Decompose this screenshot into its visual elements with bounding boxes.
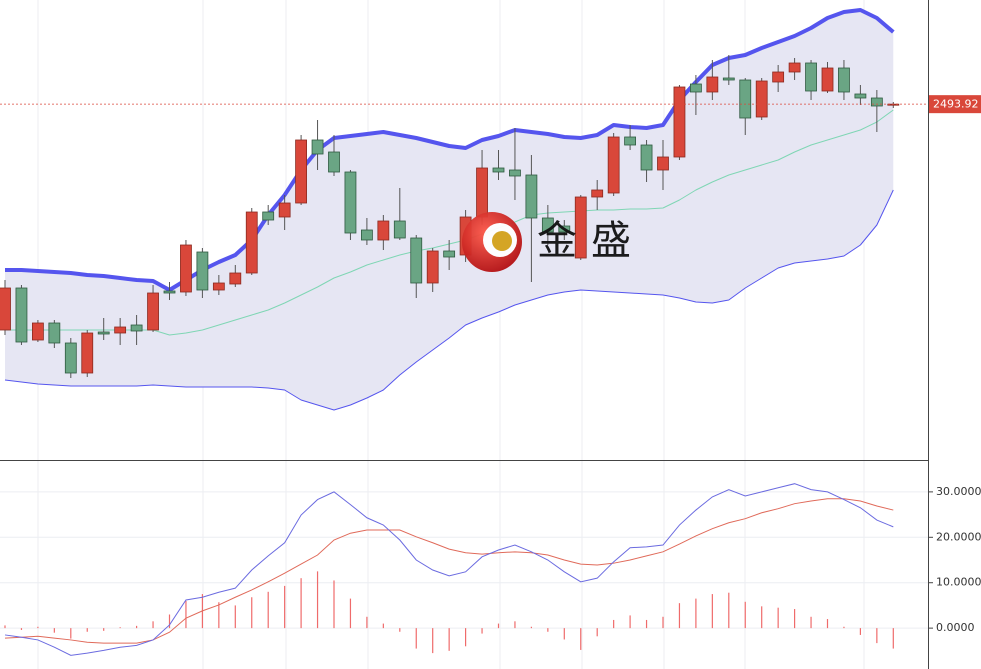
candle-body [722, 77, 735, 81]
candle-body [163, 290, 176, 294]
last-price-label: 2493.92 [933, 98, 979, 111]
candle-body [147, 292, 159, 331]
y-tick-label: 30.0000 [936, 485, 981, 498]
candle-body [360, 229, 373, 241]
candle-body [393, 220, 406, 239]
candle-body [344, 171, 357, 234]
candle-body [640, 144, 653, 171]
candle-body [805, 62, 817, 92]
candle-body [525, 174, 538, 219]
candle-body [492, 167, 505, 173]
candle-body [739, 79, 752, 119]
candle-body [0, 287, 11, 331]
macd-pane [0, 483, 928, 656]
candle-body [788, 62, 801, 73]
candle-body [15, 287, 28, 343]
candle-body [32, 322, 44, 341]
candle-body [821, 67, 834, 92]
y-tick-label: 20.0000 [936, 530, 981, 543]
candle-body [591, 189, 604, 198]
candle-body [97, 331, 110, 335]
candle-body [328, 151, 340, 173]
candle-body [262, 211, 275, 221]
candle-body [130, 324, 143, 332]
candle-body [574, 196, 587, 259]
candle-body [690, 83, 702, 93]
candle-body [410, 237, 423, 284]
candle-body [541, 217, 554, 233]
y-tick-label: 10.0000 [936, 576, 981, 589]
watermark: 金盛 [462, 212, 645, 272]
y-tick-label: 0.0000 [936, 621, 975, 634]
candle-body [180, 244, 192, 293]
candle-body [114, 326, 127, 334]
candle-body [706, 76, 719, 93]
dif-line [4, 483, 894, 656]
candle-body [607, 136, 620, 194]
band-fill [5, 10, 894, 410]
dea-line [4, 498, 894, 644]
candle-body [245, 211, 258, 274]
candle-body [48, 322, 61, 344]
candle-body [838, 67, 850, 93]
candle-body [229, 272, 242, 285]
candle-body [64, 342, 77, 374]
candle-body [295, 139, 308, 204]
candle-body [673, 86, 686, 158]
upper-band [5, 8, 895, 292]
candle-body [278, 202, 291, 218]
candle-body [311, 139, 324, 155]
price-pane [0, 8, 928, 411]
candle-body [854, 93, 867, 99]
candle-body [476, 167, 488, 218]
axis-labels: 2493.92 30.0000 20.0000 10.0000 0.0000 [928, 95, 981, 634]
candle-body [657, 156, 669, 171]
last-price-box [929, 95, 981, 114]
candle-body [377, 220, 390, 241]
candle-body [509, 169, 521, 177]
candle-body [558, 225, 571, 233]
watermark-text: 金盛 [537, 218, 645, 264]
candle-body [870, 97, 883, 107]
candle-body [755, 80, 768, 118]
vertical-grid [37, 0, 865, 669]
lower-band [4, 189, 894, 411]
candle-body [426, 250, 439, 284]
candle-body [81, 332, 94, 374]
candle-body [443, 250, 456, 258]
candle-body [196, 251, 209, 291]
candle-body [624, 136, 636, 146]
candle-body [212, 282, 225, 291]
candle-body [772, 71, 785, 83]
